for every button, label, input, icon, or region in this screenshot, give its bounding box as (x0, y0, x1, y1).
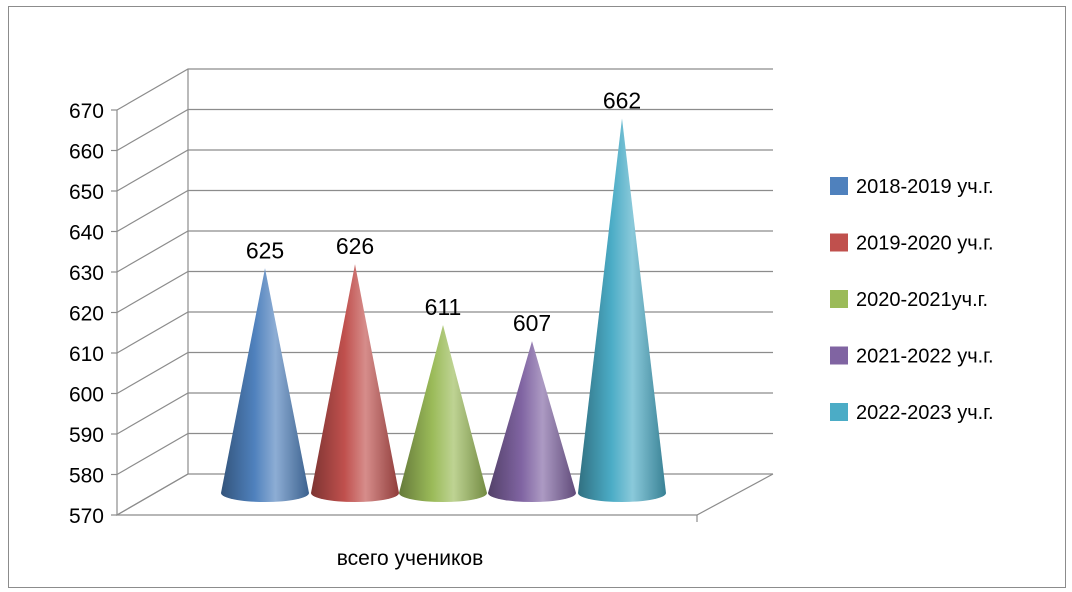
cone-body (221, 268, 309, 502)
cone-body (311, 264, 399, 502)
legend-label: 2022-2023 уч.г. (856, 402, 994, 424)
gridline (116, 149, 773, 192)
y-tick-label: 570 (69, 505, 104, 528)
data-label: 626 (336, 233, 374, 259)
value-axis: 570 580 590 600 610 620 630 640 650 660 670 (69, 100, 117, 528)
legend-item: 2022-2023 уч.г. (830, 402, 994, 424)
legend: 2018-2019 уч.г. 2019-2020 уч.г. 2020-2021у… (830, 176, 994, 424)
data-label: 625 (246, 237, 284, 263)
legend-label: 2021-2022 уч.г. (856, 346, 994, 368)
cone-1 (311, 264, 399, 502)
gridline (116, 351, 773, 395)
gridline (116, 108, 773, 152)
data-label: 662 (603, 87, 641, 113)
legend-swatch (830, 403, 848, 421)
y-tick-label: 610 (69, 343, 104, 366)
legend-swatch (830, 290, 848, 308)
legend-label: 2018-2019 уч.г. (856, 176, 994, 198)
legend-item: 2018-2019 уч.г. (830, 176, 994, 198)
y-tick-label: 580 (69, 465, 104, 488)
gridline (116, 473, 773, 516)
y-tick-label: 670 (69, 100, 104, 123)
gridline (116, 432, 773, 476)
cones (221, 118, 666, 503)
data-labels: 625 626 611 607 662 (246, 87, 641, 336)
cone-2 (399, 324, 487, 502)
y-tick-label: 630 (69, 262, 104, 285)
y-tick-label: 650 (69, 181, 104, 204)
gridline (116, 189, 773, 233)
cone-body (399, 324, 487, 502)
gridlines (116, 68, 773, 516)
legend-label: 2019-2020 уч.г. (856, 233, 994, 255)
y-tick-label: 640 (69, 222, 104, 245)
y-tick-label: 600 (69, 384, 104, 407)
legend-item: 2019-2020 уч.г. (830, 233, 994, 255)
legend-swatch (830, 177, 848, 195)
cone-3 (488, 341, 576, 502)
data-label: 607 (513, 310, 551, 336)
y-tick-label: 660 (69, 141, 104, 164)
data-label: 611 (425, 294, 462, 320)
gridline (116, 270, 773, 314)
cone-4 (578, 118, 666, 503)
legend-item: 2021-2022 уч.г. (830, 346, 994, 368)
legend-swatch (830, 233, 848, 252)
gridline (116, 392, 773, 435)
category-label: всего учеников (337, 547, 484, 570)
cone-body (578, 118, 666, 503)
cone-0 (221, 268, 309, 502)
legend-item: 2020-2021уч.г. (830, 289, 988, 311)
gridline (116, 230, 773, 273)
legend-swatch (830, 346, 848, 365)
y-tick-label: 620 (69, 303, 104, 326)
y-tick-label: 590 (69, 424, 104, 447)
cone-body (488, 341, 576, 502)
gridline (116, 311, 773, 354)
legend-label: 2020-2021уч.г. (856, 289, 988, 311)
gridline (116, 68, 773, 111)
